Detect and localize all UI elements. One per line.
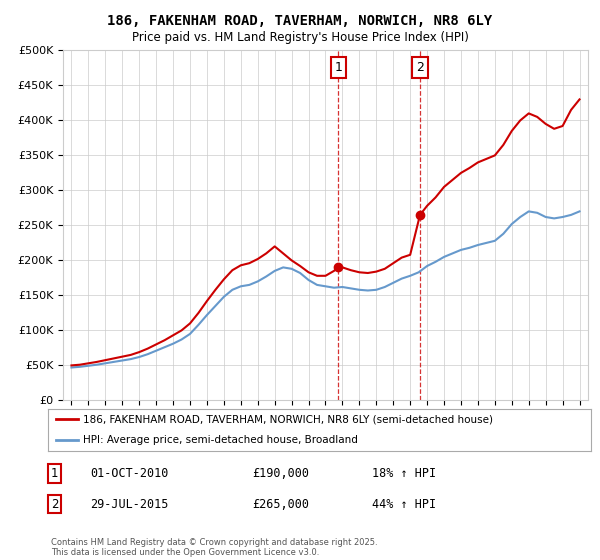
Text: 44% ↑ HPI: 44% ↑ HPI bbox=[372, 497, 436, 511]
Text: 18% ↑ HPI: 18% ↑ HPI bbox=[372, 466, 436, 480]
Text: £265,000: £265,000 bbox=[252, 497, 309, 511]
Text: 29-JUL-2015: 29-JUL-2015 bbox=[90, 497, 169, 511]
Text: Contains HM Land Registry data © Crown copyright and database right 2025.
This d: Contains HM Land Registry data © Crown c… bbox=[51, 538, 377, 557]
Text: 1: 1 bbox=[334, 61, 342, 74]
Text: Price paid vs. HM Land Registry's House Price Index (HPI): Price paid vs. HM Land Registry's House … bbox=[131, 31, 469, 44]
Text: 2: 2 bbox=[416, 61, 424, 74]
Text: 2: 2 bbox=[51, 497, 59, 511]
Text: 186, FAKENHAM ROAD, TAVERHAM, NORWICH, NR8 6LY: 186, FAKENHAM ROAD, TAVERHAM, NORWICH, N… bbox=[107, 14, 493, 28]
Text: £190,000: £190,000 bbox=[252, 466, 309, 480]
Text: HPI: Average price, semi-detached house, Broadland: HPI: Average price, semi-detached house,… bbox=[83, 435, 358, 445]
Text: 01-OCT-2010: 01-OCT-2010 bbox=[90, 466, 169, 480]
Text: 1: 1 bbox=[51, 466, 59, 480]
Text: 186, FAKENHAM ROAD, TAVERHAM, NORWICH, NR8 6LY (semi-detached house): 186, FAKENHAM ROAD, TAVERHAM, NORWICH, N… bbox=[83, 414, 493, 424]
